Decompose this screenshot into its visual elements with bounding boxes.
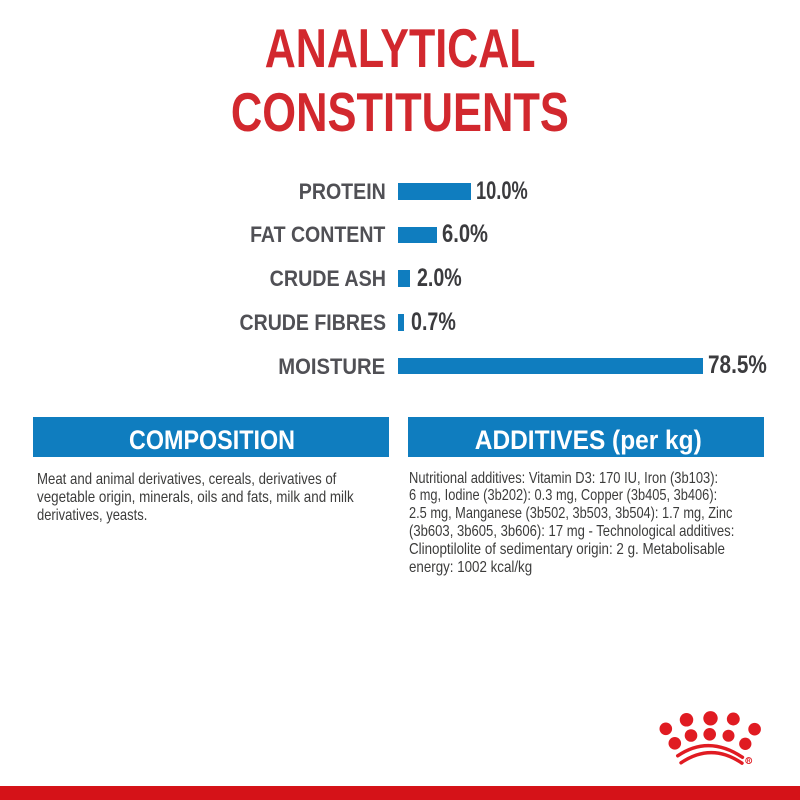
svg-text:R: R — [747, 759, 751, 765]
